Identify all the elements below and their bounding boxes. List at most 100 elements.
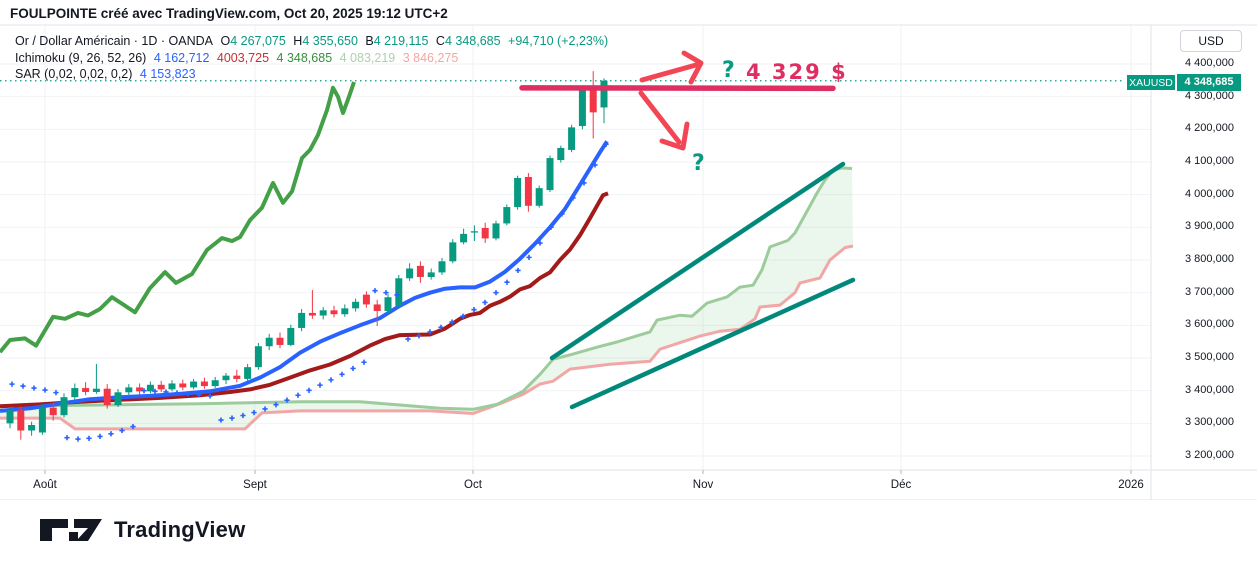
candle-body [589,86,597,113]
candle-body [319,310,327,316]
sar-dot [152,388,158,394]
price-tick-label: 3 700,000 [1185,285,1234,298]
candle-body [114,392,122,406]
ichimoku-label[interactable]: Ichimoku (9, 26, 52, 26) [15,51,147,65]
low-label: B [365,34,374,48]
candle-body [92,388,100,392]
price-tick-label: 3 600,000 [1185,318,1234,331]
high-value: 4 355,650 [302,34,358,48]
question-mark-up-annotation[interactable]: ? [722,58,735,83]
candle-body [308,312,316,316]
ichimoku-conversion-value: 4 162,712 [153,51,210,65]
sar-dot [130,424,136,430]
sar-dot [262,406,268,412]
arrow-down-drawing [638,90,690,151]
sar-value: 4 153,823 [139,67,196,81]
sar-dot [97,433,103,439]
ichimoku-lagging-value: 4 348,685 [276,51,333,65]
candle-body [373,304,381,311]
sar-dot [548,224,554,230]
sar-dot [141,388,147,394]
price-tick-label: 4 200,000 [1185,122,1234,135]
candle-body [384,297,392,311]
sar-dot [493,290,499,296]
legend-ichimoku-row[interactable]: Ichimoku (9, 26, 52, 26) 4 162,712 4003,… [15,51,462,65]
sar-dot [196,392,202,398]
kijun-sen-line [0,191,609,409]
sar-dot [328,377,334,383]
candle-body [298,312,306,328]
candle-body [535,188,543,206]
candle-body [168,383,176,390]
senkou-span-b-line [0,244,854,431]
sar-dot [449,319,455,325]
tradingview-logo[interactable]: TradingView [38,513,245,547]
grid-lines [0,25,1151,470]
candle-body [265,337,273,347]
resistance-line-drawing [519,85,836,92]
sar-dot [526,254,532,260]
question-mark-down-annotation[interactable]: ? [692,151,705,176]
sar-dot [240,412,246,419]
candle-body [28,424,36,431]
trend-channel-line [549,161,846,361]
time-tick-label: 2026 [1118,479,1144,491]
sar-dot [108,431,114,437]
candle-body [330,310,338,315]
snapshot-title: FOULPOINTE créé avec TradingView.com, Oc… [10,6,448,21]
sar-dot [163,389,169,395]
currency-unit-button[interactable]: USD [1180,30,1242,52]
candle-body [146,384,154,392]
candle-body [233,375,241,379]
time-tick-label: Déc [890,479,912,491]
legend-sar-row[interactable]: SAR (0,02, 0,02, 0,2) 4 153,823 [15,67,200,81]
trend-channel-line [569,277,856,410]
sar-dot [339,371,345,377]
candle-body [600,80,608,108]
last-price-value-badge: 4 348,685 [1177,73,1241,91]
candle-body [427,272,435,277]
legend-symbol-row[interactable]: Or / Dollar Américain · 1D · OANDA O4 26… [15,34,612,48]
candle-body [71,388,79,398]
sar-dot [273,402,279,408]
candle-body [470,231,478,233]
price-tick-label: 3 800,000 [1185,253,1234,265]
sar-dot [207,393,213,399]
change-value: +94,710 (+2,23%) [508,34,609,48]
candle-body [568,127,576,150]
sar-dot [42,387,48,393]
sar-dot [416,333,422,339]
sar-dot [218,417,224,423]
candle-body [460,233,468,243]
sar-dot [119,427,125,434]
price-tick-label: 4 000,000 [1185,187,1234,200]
candle-body [276,337,284,345]
ichimoku-lead2-value: 3 846,275 [402,51,459,65]
time-tick-label: Nov [692,479,714,491]
symbol-description[interactable]: Or / Dollar Américain · 1D · OANDA [15,34,213,48]
candle-body [492,223,500,239]
sar-dot [229,415,235,421]
candle-body [6,410,14,424]
sar-dot [504,279,510,285]
price-tick-label: 4 400,000 [1185,57,1234,69]
sar-dot [185,391,191,397]
senkou-span-a-line [0,166,853,411]
candle-body [578,88,586,127]
sar-dot [372,288,378,294]
sar-dot [427,329,433,335]
sar-dot [471,307,477,313]
time-tick-label: Août [33,479,57,491]
sar-dot [350,365,356,372]
sar-label[interactable]: SAR (0,02, 0,02, 0,2) [15,67,133,81]
target-price-annotation[interactable]: 4 329 $ [746,60,848,84]
sar-dot [559,211,565,217]
candle-body [49,407,57,416]
candle-body [406,268,414,279]
sar-dot [603,141,609,147]
candle-body [211,380,219,387]
footer: TradingView [0,500,1257,561]
candle-body [557,147,565,161]
